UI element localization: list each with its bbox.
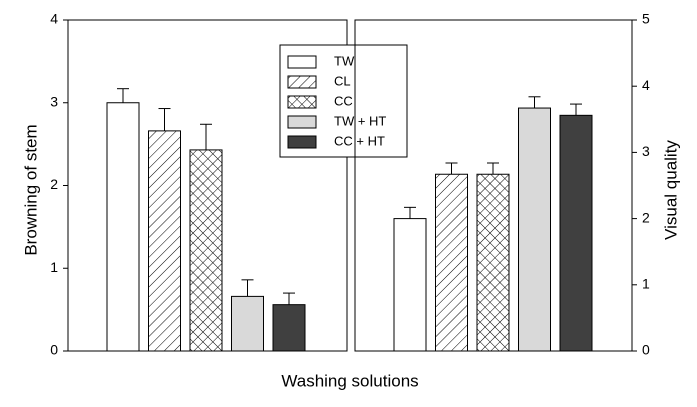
bar — [518, 107, 551, 352]
bar — [106, 102, 140, 352]
y-tick-label: 3 — [642, 143, 650, 159]
bar — [272, 304, 306, 352]
y-axis-label: Visual quality — [661, 140, 680, 240]
legend-label: TW — [334, 53, 355, 68]
bar — [559, 114, 593, 352]
bar — [148, 130, 181, 352]
bar — [476, 173, 510, 352]
bar — [231, 295, 264, 352]
y-tick-label: 4 — [642, 77, 650, 93]
legend-swatch — [287, 135, 317, 149]
legend-label: TW + HT — [334, 113, 386, 128]
legend-swatch — [287, 55, 317, 69]
y-tick-label: 0 — [50, 342, 58, 358]
y-tick-label: 0 — [642, 342, 650, 358]
y-tick-label: 2 — [50, 176, 58, 192]
y-axis-label: Browning of stem — [21, 124, 40, 255]
y-tick-label: 3 — [50, 93, 58, 109]
bar — [189, 149, 223, 352]
y-tick-label: 1 — [50, 259, 58, 275]
legend-label: CL — [334, 73, 351, 88]
legend-swatch — [287, 75, 317, 89]
legend-label: CC + HT — [334, 133, 385, 148]
x-axis-label: Washing solutions — [281, 371, 418, 390]
legend-label: CC — [334, 93, 353, 108]
y-tick-label: 4 — [50, 11, 58, 27]
bar — [393, 218, 427, 352]
legend-swatch — [287, 115, 317, 129]
y-tick-label: 5 — [642, 11, 650, 27]
y-tick-label: 1 — [642, 276, 650, 292]
bar — [435, 173, 468, 352]
y-tick-label: 2 — [642, 209, 650, 225]
legend-swatch — [287, 95, 317, 109]
